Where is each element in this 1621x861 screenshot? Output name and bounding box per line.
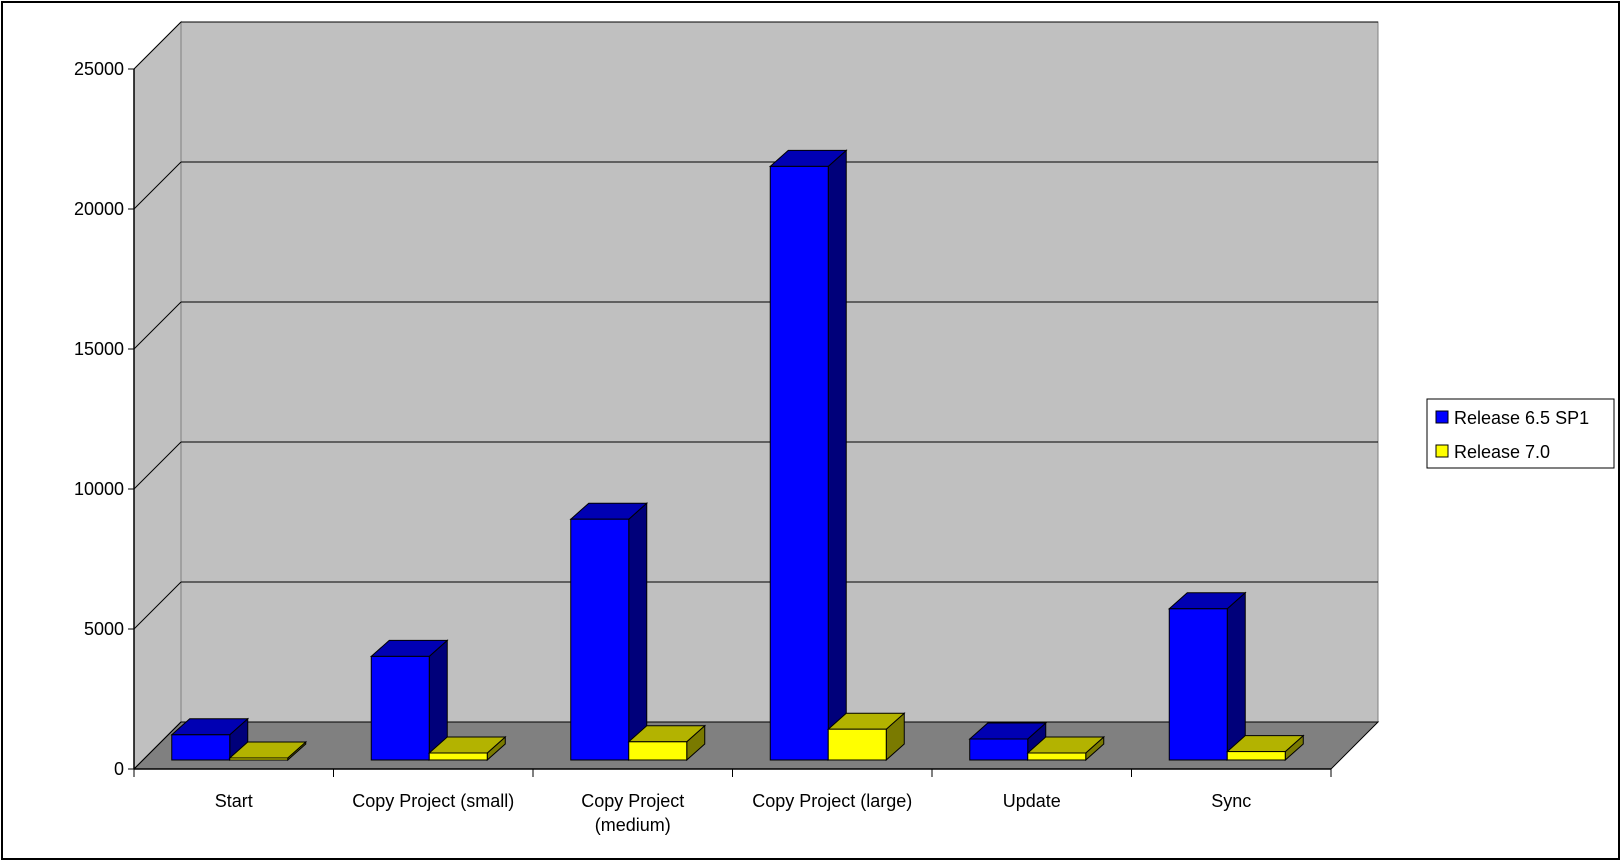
bar-front — [1168, 608, 1228, 761]
bar-front — [229, 757, 289, 761]
legend-label-release-6-5-sp1: Release 6.5 SP1 — [1454, 408, 1589, 428]
x-category-label-line: Sync — [1211, 791, 1251, 811]
bars — [170, 149, 1305, 762]
y-tick-label: 20000 — [74, 199, 124, 219]
side-gridline-25000 — [133, 21, 182, 70]
legend-swatch-release-6-5-sp1 — [1435, 410, 1449, 424]
bar-front — [1226, 751, 1286, 761]
bar-front — [769, 165, 829, 761]
bar-side — [1226, 591, 1246, 762]
x-category-label-line: (medium) — [595, 815, 671, 835]
bar-release-7-0-0 — [228, 740, 308, 762]
legend-box — [1426, 398, 1615, 469]
x-category-label-line: Copy Project — [581, 791, 684, 811]
x-category-label-line: Start — [215, 791, 253, 811]
x-category-label: Copy Project (small) — [352, 791, 514, 811]
y-tick-label: 10000 — [74, 479, 124, 499]
bar-release-6-5-sp1-1 — [369, 639, 449, 762]
y-tick-label: 5000 — [84, 619, 124, 639]
side-gridline-10000 — [133, 441, 182, 490]
legend-swatch-release-7-0 — [1435, 444, 1449, 458]
side-gridline-0 — [133, 721, 182, 770]
y-axis-tick-labels: 0 5000 10000 15000 20000 25000 — [74, 59, 124, 779]
x-category-label: Sync — [1211, 791, 1251, 811]
side-gridline-15000 — [133, 301, 182, 350]
x-category-label: Copy Project (medium) — [581, 791, 684, 835]
bar-release-6-5-sp1-0 — [170, 717, 250, 762]
bar-side — [827, 149, 847, 762]
x-axis-category-labels: Start Copy Project (small) Copy Project (me… — [215, 791, 1252, 835]
bar-release-7-0-2 — [627, 724, 707, 762]
x-category-label: Update — [1003, 791, 1061, 811]
side-wall — [133, 20, 182, 771]
bar-release-6-5-sp1-3 — [768, 149, 848, 762]
x-category-label-line: Copy Project (small) — [352, 791, 514, 811]
bar-release-6-5-sp1-5 — [1167, 591, 1247, 762]
bar-release-7-0-4 — [1026, 735, 1106, 762]
bar-release-7-0-1 — [427, 735, 507, 762]
bar-front — [628, 741, 688, 761]
bar-front — [171, 734, 231, 761]
x-category-label-line: Update — [1003, 791, 1061, 811]
bar-release-7-0-3 — [826, 712, 906, 762]
bar-release-7-0-5 — [1225, 734, 1305, 762]
bar-release-6-5-sp1-2 — [569, 502, 649, 762]
x-category-label-line: Copy Project (large) — [752, 791, 912, 811]
y-tick-label: 25000 — [74, 59, 124, 79]
bar-front — [827, 728, 887, 761]
axes — [128, 68, 1332, 777]
bar-front — [1027, 752, 1087, 761]
bar-front — [969, 738, 1029, 761]
side-gridline-20000 — [133, 161, 182, 210]
bar-side — [628, 502, 648, 762]
y-tick-label: 0 — [114, 759, 124, 779]
y-tick-label: 15000 — [74, 339, 124, 359]
side-gridline-5000 — [133, 581, 182, 630]
bar-front — [428, 752, 488, 761]
legend: Release 6.5 SP1 Release 7.0 — [1426, 398, 1615, 469]
x-category-label: Start — [215, 791, 253, 811]
x-category-label: Copy Project (large) — [752, 791, 912, 811]
legend-label-release-7-0: Release 7.0 — [1454, 442, 1550, 462]
bar-front — [370, 655, 430, 761]
bar-front — [570, 518, 630, 761]
